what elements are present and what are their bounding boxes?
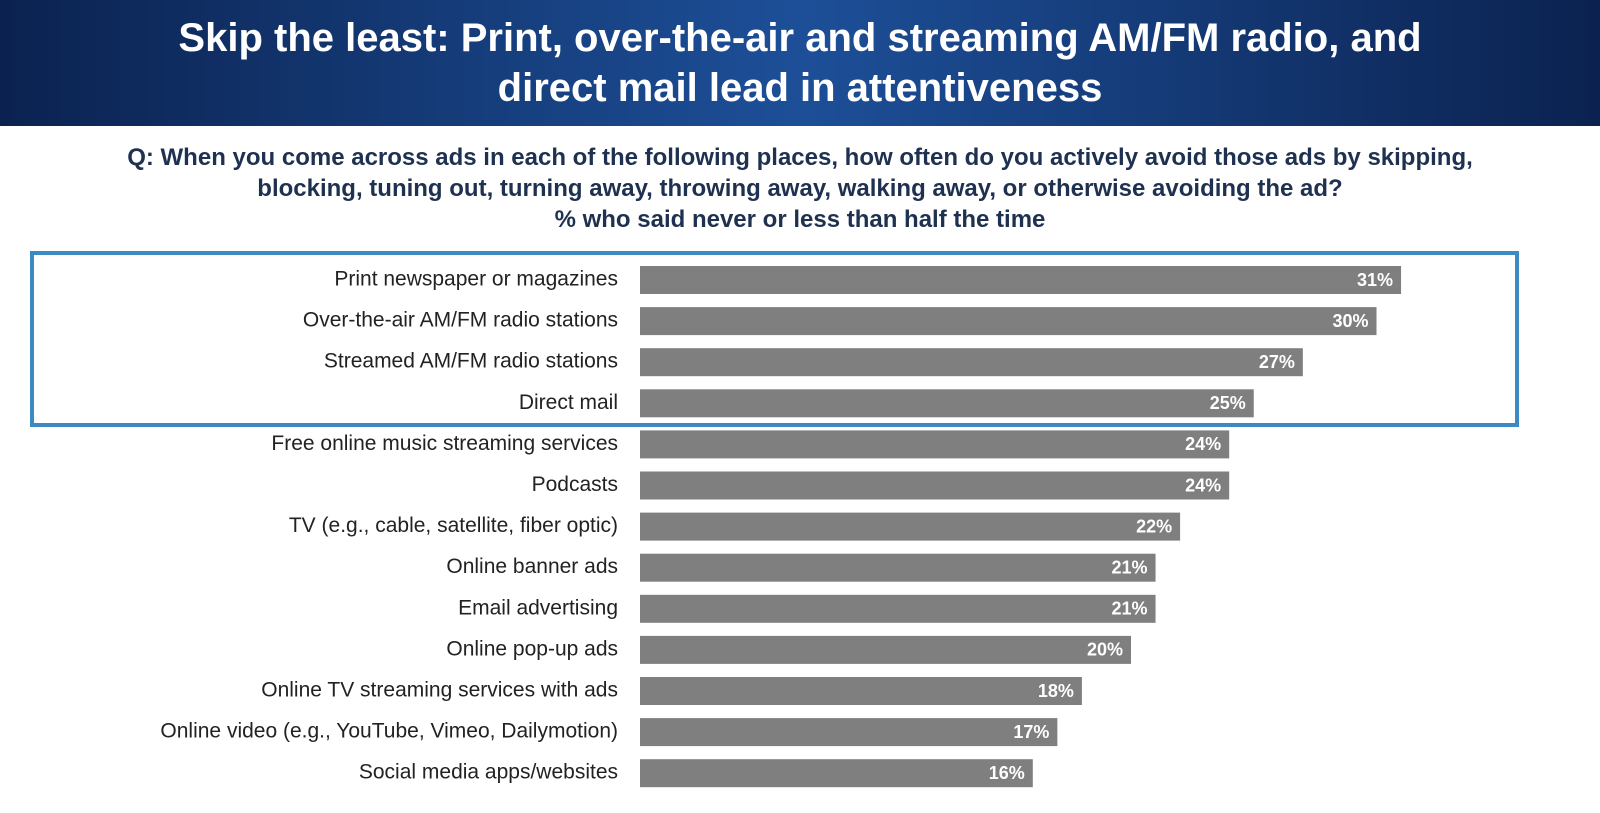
value-label: 22% (1136, 516, 1172, 536)
category-label: Online TV streaming services with ads (261, 679, 618, 702)
category-label: Print newspaper or magazines (334, 268, 618, 291)
category-label: Online video (e.g., YouTube, Vimeo, Dail… (160, 720, 618, 743)
value-label: 24% (1185, 475, 1221, 495)
question: Q: When you come across ads in each of t… (127, 144, 1473, 202)
bar (640, 718, 1058, 747)
chart-title: Skip the least: Print, over-the-air and … (178, 16, 1422, 110)
note: % who said never or less than half the t… (554, 206, 1046, 233)
value-label: 18% (1038, 681, 1074, 701)
bar (640, 759, 1033, 788)
bar (640, 389, 1254, 418)
bar (640, 512, 1181, 541)
bar (640, 348, 1303, 377)
value-label: 27% (1259, 352, 1295, 372)
category-label: Email advertising (458, 596, 618, 619)
category-label: Over-the-air AM/FM radio stations (303, 309, 618, 332)
category-label: Streamed AM/FM radio stations (324, 350, 618, 373)
bar (640, 594, 1156, 623)
category-label: Online banner ads (446, 555, 618, 578)
bar (640, 677, 1082, 705)
value-label: 21% (1112, 599, 1148, 619)
category-label: Direct mail (519, 391, 618, 414)
category-label: TV (e.g., cable, satellite, fiber optic) (289, 514, 618, 537)
value-label: 24% (1185, 434, 1221, 454)
value-label: 17% (1013, 722, 1049, 742)
highlight-box (30, 251, 1519, 427)
bar (640, 471, 1230, 500)
bar (640, 430, 1230, 459)
bar (640, 635, 1131, 664)
category-label: Online pop-up ads (446, 637, 618, 660)
bar (640, 266, 1402, 294)
value-label: 31% (1357, 270, 1393, 290)
value-label: 25% (1210, 393, 1246, 413)
bar (640, 553, 1156, 582)
header: Skip the least: Print, over-the-air and … (0, 0, 1600, 126)
value-label: 21% (1112, 557, 1148, 577)
bar (640, 307, 1377, 336)
subtitle-block: Q: When you come across ads in each of t… (0, 142, 1600, 235)
value-label: 16% (989, 763, 1025, 783)
category-label: Social media apps/websites (359, 761, 618, 784)
category-label: Free online music streaming services (271, 432, 618, 455)
category-label: Podcasts (532, 473, 618, 496)
value-label: 30% (1332, 311, 1368, 331)
value-label: 20% (1087, 640, 1123, 660)
